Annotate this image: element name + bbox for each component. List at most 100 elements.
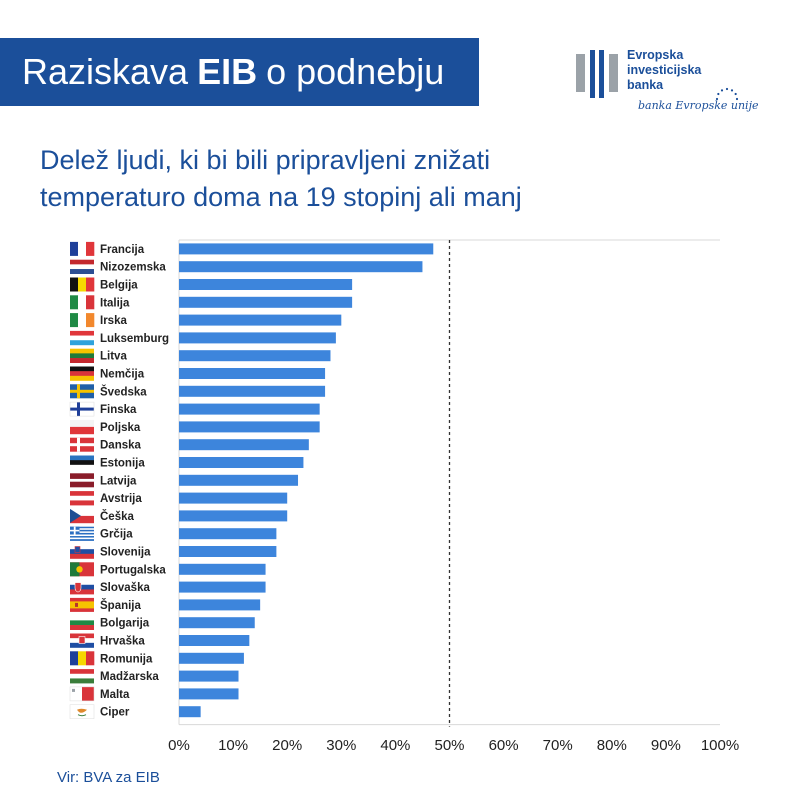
category-label: Latvija <box>100 475 137 487</box>
x-tick-label: 80% <box>597 737 627 754</box>
bar <box>179 261 423 273</box>
bar <box>179 296 353 308</box>
flag-icon-lu <box>70 330 94 346</box>
category-label: Malta <box>100 689 130 701</box>
logo-tagline: banka Evropske unije <box>638 99 759 112</box>
flag-icon-pl <box>70 419 94 435</box>
title-prefix: Raziskava <box>22 51 189 92</box>
bar <box>179 403 320 415</box>
bar <box>179 314 342 326</box>
x-tick-label: 90% <box>651 737 681 754</box>
bar <box>179 635 250 646</box>
flag-icon-hr <box>70 633 94 648</box>
flag-icon-sk <box>70 580 94 595</box>
flag-icon-at <box>70 491 94 506</box>
category-label: Romunija <box>100 653 153 665</box>
x-tick-label: 60% <box>489 737 519 754</box>
title-suffix: o podnebju <box>266 51 445 92</box>
flag-icon-de <box>70 366 94 381</box>
category-label: Ciper <box>100 707 130 719</box>
bar <box>179 617 255 629</box>
category-label: Švedska <box>100 385 147 398</box>
flag-icon-ie <box>70 313 95 328</box>
bar <box>179 581 266 593</box>
bar <box>179 546 277 557</box>
bar <box>179 474 299 486</box>
flag-icon-cz <box>70 508 94 524</box>
category-label: Španija <box>100 599 142 612</box>
bar <box>179 706 201 718</box>
category-label: Nizozemska <box>100 262 166 274</box>
x-tick-label: 100% <box>701 737 739 754</box>
flag-icon-gr <box>70 526 94 541</box>
bar <box>179 457 304 468</box>
source-note: Vir: BVA za EIB <box>57 769 160 786</box>
bar <box>179 599 261 611</box>
x-tick-label: 20% <box>272 737 302 754</box>
bar <box>179 670 239 682</box>
category-label: Nemčija <box>100 369 145 381</box>
flag-icon-lv <box>70 473 94 488</box>
category-label: Irska <box>100 315 127 327</box>
category-label: Avstrija <box>100 493 142 505</box>
category-label: Belgija <box>100 280 138 292</box>
logo-text: Evropska investicijska banka <box>627 48 701 93</box>
title-banner: Raziskava EIB o podnebju <box>0 38 479 106</box>
category-label: Litva <box>100 351 127 363</box>
category-label: Poljska <box>100 422 141 434</box>
eib-logo: Evropska investicijska banka banka Evrop… <box>576 46 759 126</box>
category-label: Češka <box>100 510 134 523</box>
bar <box>179 368 326 379</box>
bar <box>179 688 239 700</box>
flag-icon-nl <box>70 259 94 274</box>
x-tick-label: 0% <box>168 737 190 754</box>
eu-stars-icon <box>715 87 739 101</box>
category-label: Slovenija <box>100 547 151 559</box>
category-label: Portugalska <box>100 564 166 576</box>
logo-line3: banka <box>627 78 664 92</box>
flag-icon-fi <box>69 401 95 417</box>
flag-icon-hu <box>70 669 94 684</box>
bar <box>179 563 266 575</box>
flag-icon-pt <box>70 562 94 577</box>
category-label: Italija <box>100 297 130 309</box>
subtitle-line2: temperaturo doma na 19 stopinj ali manj <box>40 182 522 212</box>
flag-icon-si <box>70 544 94 559</box>
flag-icon-mt <box>69 686 95 702</box>
category-label: Finska <box>100 404 137 416</box>
subtitle-line1: Delež ljudi, ki bi bili pripravljeni zni… <box>40 145 491 175</box>
bar <box>179 439 309 451</box>
category-label: Bolgarija <box>100 618 150 630</box>
flag-icon-dk <box>70 437 94 452</box>
flag-icon-bg <box>70 615 94 630</box>
x-tick-label: 50% <box>434 737 464 754</box>
flag-icon-se <box>70 384 94 399</box>
x-tick-label: 10% <box>218 737 248 754</box>
bar <box>179 492 288 504</box>
category-label: Estonija <box>100 458 145 470</box>
category-label: Madžarska <box>100 671 159 683</box>
bar <box>179 243 434 255</box>
x-tick-label: 70% <box>543 737 573 754</box>
flag-icon-cy <box>69 704 95 719</box>
logo-line2: investicijska <box>627 63 702 77</box>
category-label: Grčija <box>100 529 133 541</box>
x-tick-label: 40% <box>380 737 410 754</box>
eib-logo-bars-icon <box>576 50 618 98</box>
logo-line1: Evropska <box>627 48 684 62</box>
flag-icon-ee <box>70 455 94 470</box>
bar <box>179 350 331 362</box>
flag-icon-ro <box>70 651 95 666</box>
bar <box>179 279 353 290</box>
flag-icon-lt <box>70 348 94 363</box>
flag-icon-it <box>70 295 95 310</box>
bar <box>179 421 320 433</box>
category-label: Slovaška <box>100 582 150 594</box>
bar <box>179 385 326 397</box>
category-label: Danska <box>100 440 142 452</box>
bar <box>179 652 244 664</box>
bar <box>179 528 277 540</box>
flag-icon-fr <box>70 241 95 256</box>
chart-subtitle: Delež ljudi, ki bi bili pripravljeni zni… <box>40 142 640 216</box>
